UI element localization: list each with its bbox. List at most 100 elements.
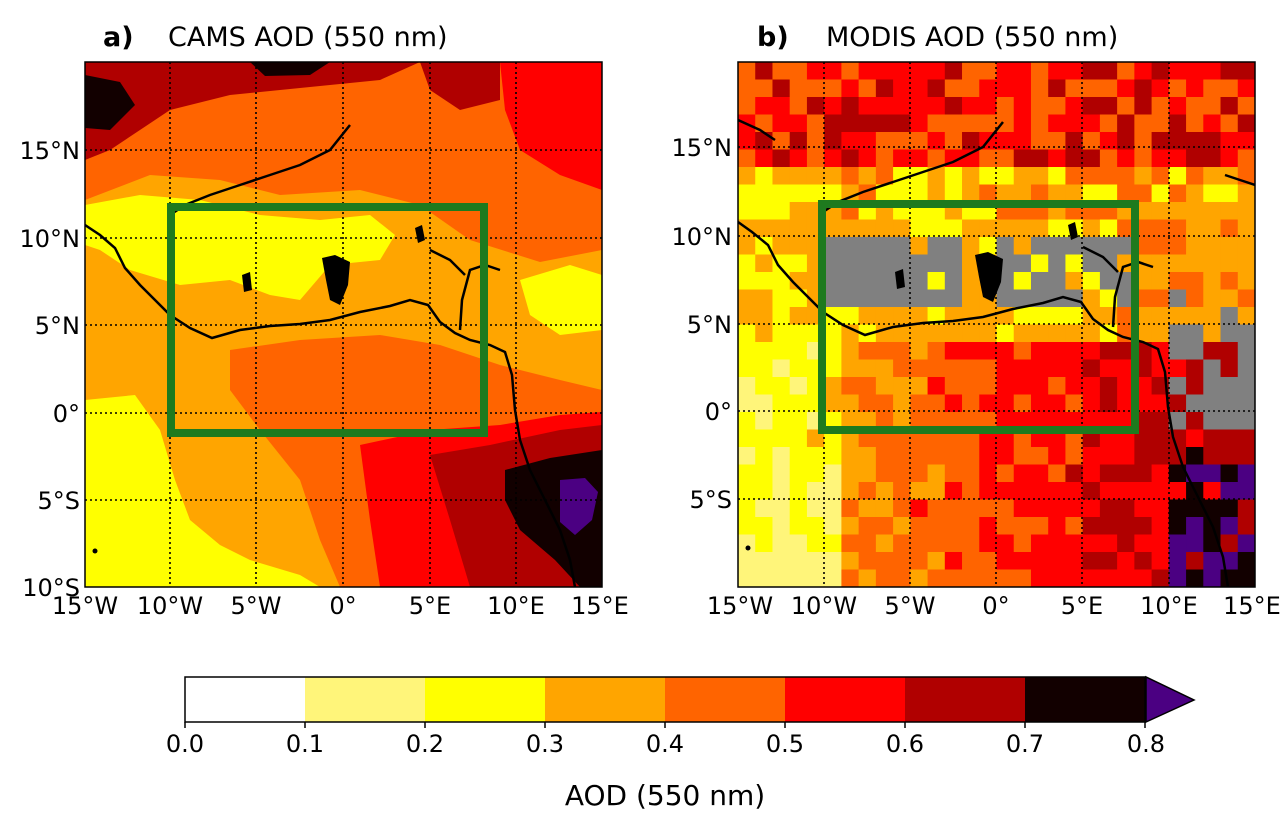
modis-pixel [1220, 97, 1239, 116]
modis-pixel [875, 149, 894, 168]
modis-pixel [772, 534, 791, 553]
modis-pixel [893, 254, 911, 273]
modis-pixel [789, 517, 808, 536]
modis-pixel [1048, 342, 1067, 361]
modis-pixel [1203, 412, 1222, 431]
modis-pixel [1186, 167, 1204, 186]
modis-pixel [858, 167, 877, 186]
modis-pixel [1013, 359, 1032, 378]
modis-pixel [755, 184, 774, 203]
modis-pixel [738, 132, 756, 151]
modis-pixel [944, 62, 963, 81]
modis-pixel [996, 132, 1015, 151]
modis-pixel [1220, 534, 1239, 553]
modis-pixel [1082, 114, 1101, 133]
modis-pixel [944, 167, 963, 186]
modis-pixel [910, 447, 929, 466]
modis-pixel [755, 149, 774, 168]
modis-pixel [875, 394, 894, 413]
modis-pixel [858, 219, 877, 238]
modis-pixel [962, 464, 980, 483]
modis-pixel [1203, 79, 1222, 98]
modis-pixel [1237, 342, 1255, 361]
modis-pixel [1099, 359, 1118, 378]
modis-pixel [1082, 79, 1101, 98]
modis-pixel [1186, 149, 1204, 168]
modis-pixel [738, 307, 756, 326]
modis-pixel [1117, 482, 1135, 501]
modis-pixel [738, 447, 756, 466]
modis-pixel [893, 377, 911, 396]
modis-pixel [1065, 289, 1084, 308]
panel-b-lat-label: 5°N [687, 311, 732, 339]
modis-pixel [927, 114, 946, 133]
panel-b-pixel-grid [738, 62, 1255, 587]
modis-pixel [1082, 377, 1101, 396]
modis-pixel [1186, 307, 1204, 326]
modis-pixel [910, 307, 929, 326]
modis-pixel [893, 464, 911, 483]
modis-pixel [824, 149, 842, 168]
modis-pixel [1168, 289, 1187, 308]
modis-pixel [738, 342, 756, 361]
modis-pixel [944, 184, 963, 203]
modis-pixel [962, 394, 980, 413]
modis-pixel [1134, 62, 1153, 81]
modis-pixel [755, 552, 774, 571]
modis-pixel [996, 447, 1015, 466]
panel-b-lat-label: 5°S [689, 486, 732, 514]
modis-pixel [944, 447, 963, 466]
modis-pixel [858, 132, 877, 151]
colorbar-extend-arrow [1145, 675, 1196, 724]
modis-pixel [1134, 132, 1153, 151]
panel-a-letter: a) [103, 22, 134, 53]
modis-pixel [824, 254, 842, 273]
modis-pixel [1099, 114, 1118, 133]
modis-pixel [824, 114, 842, 133]
modis-pixel [1048, 482, 1067, 501]
modis-pixel [1134, 552, 1153, 571]
modis-pixel [1220, 569, 1239, 587]
modis-pixel [944, 412, 963, 431]
colorbar-tick-label: 0.4 [646, 730, 684, 758]
modis-pixel [1237, 569, 1255, 587]
modis-pixel [1099, 342, 1118, 361]
modis-pixel [1030, 499, 1049, 518]
modis-pixel [1203, 569, 1222, 587]
modis-pixel [893, 482, 911, 501]
modis-pixel [1151, 184, 1170, 203]
modis-pixel [1065, 464, 1084, 483]
modis-pixel [755, 412, 774, 431]
modis-pixel [996, 237, 1015, 256]
modis-pixel [1099, 482, 1118, 501]
modis-pixel [789, 132, 808, 151]
modis-pixel [841, 219, 860, 238]
modis-pixel [824, 499, 842, 518]
modis-pixel [979, 499, 998, 518]
modis-pixel [1065, 149, 1084, 168]
modis-pixel [1151, 219, 1170, 238]
modis-pixel [1168, 412, 1187, 431]
modis-pixel [979, 552, 998, 571]
modis-pixel [1082, 62, 1101, 81]
modis-pixel [772, 464, 791, 483]
modis-pixel [789, 149, 808, 168]
modis-pixel [1065, 359, 1084, 378]
modis-pixel [962, 219, 980, 238]
modis-pixel [738, 499, 756, 518]
panel-a-lat-label: 0° [53, 400, 80, 428]
modis-pixel [893, 62, 911, 81]
modis-pixel [1030, 149, 1049, 168]
panel-b-lon-label: 10°W [791, 592, 857, 620]
modis-pixel [1151, 62, 1170, 81]
modis-pixel [979, 394, 998, 413]
modis-pixel [1013, 307, 1032, 326]
modis-pixel [996, 289, 1015, 308]
modis-pixel [875, 499, 894, 518]
modis-pixel [996, 517, 1015, 536]
modis-pixel [858, 149, 877, 168]
modis-pixel [1220, 79, 1239, 98]
modis-pixel [772, 272, 791, 291]
panel-b-lon-label: 10°E [1140, 592, 1198, 620]
modis-pixel [944, 499, 963, 518]
